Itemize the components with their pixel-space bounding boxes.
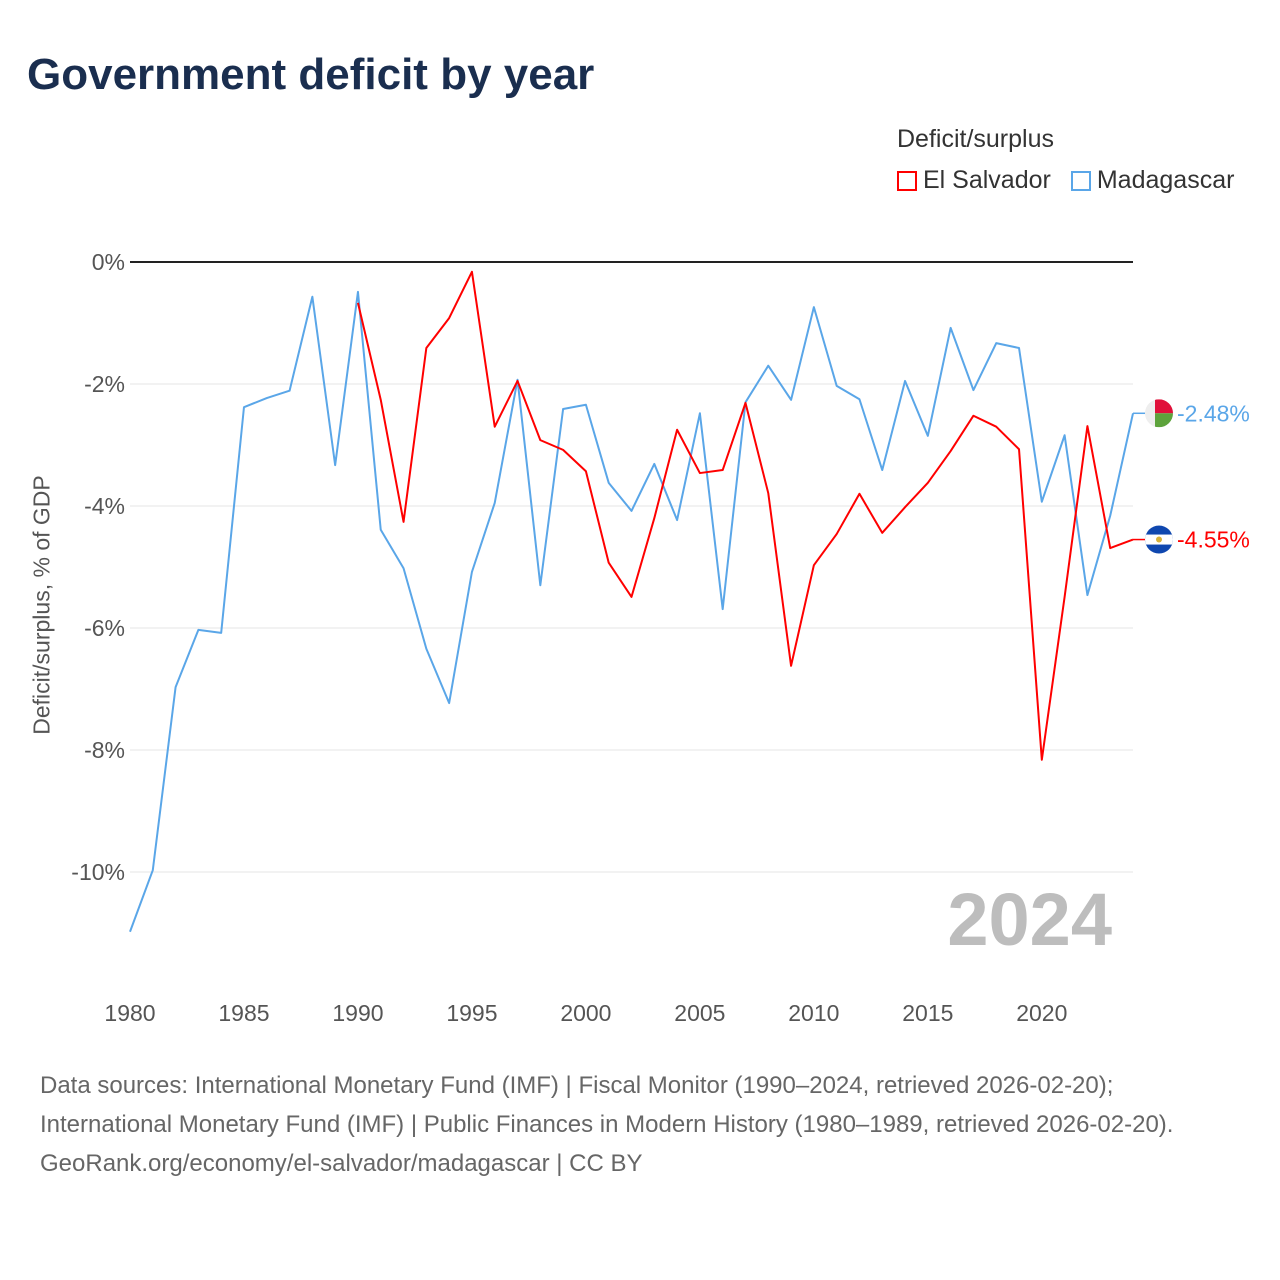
x-tick-label: 1985: [218, 1000, 269, 1026]
end-value-label: -4.55%: [1177, 527, 1250, 553]
y-tick-label: 0%: [92, 249, 125, 275]
madagascar-flag-icon: [1145, 399, 1173, 428]
y-tick-label: -6%: [84, 615, 125, 641]
x-tick-label: 2020: [1016, 1000, 1067, 1026]
legend-swatch: [1070, 170, 1091, 191]
y-tick-label: -8%: [84, 737, 125, 763]
x-tick-label: 2010: [788, 1000, 839, 1026]
source-note: Data sources: International Monetary Fun…: [40, 1066, 1240, 1183]
x-tick-label: 1995: [446, 1000, 497, 1026]
y-tick-label: -4%: [84, 493, 125, 519]
legend-item-madagascar[interactable]: Madagascar: [1070, 166, 1235, 195]
x-tick-label: 1980: [104, 1000, 155, 1026]
x-tick-label: 2005: [674, 1000, 725, 1026]
end-value-label: -2.48%: [1177, 400, 1250, 426]
legend: El Salvador Madagascar: [897, 166, 1234, 195]
legend-item-el-salvador[interactable]: El Salvador: [897, 166, 1051, 195]
y-tick-label: -10%: [71, 859, 125, 885]
page-title: Government deficit by year: [27, 50, 595, 99]
source-text: Data sources: International Monetary Fun…: [40, 1072, 1174, 1138]
legend-swatch: [897, 170, 917, 191]
year-annotation: 2024: [947, 878, 1112, 961]
legend-label: Madagascar: [1096, 166, 1235, 194]
series-line-el-salvador: [356, 270, 1134, 761]
legend-label: El Salvador: [923, 166, 1051, 194]
x-tick-label: 2015: [902, 1000, 953, 1026]
x-tick-label: 1990: [332, 1000, 383, 1026]
legend-title: Deficit/surplus: [897, 125, 1054, 153]
y-tick-label: -2%: [84, 371, 125, 397]
series-line-madagascar: [129, 290, 1134, 933]
x-tick-label: 2000: [560, 1000, 611, 1026]
source-link[interactable]: GeoRank.org/economy/el-salvador/madagasc…: [40, 1150, 643, 1177]
el-salvador-flag-icon: [1145, 525, 1173, 554]
